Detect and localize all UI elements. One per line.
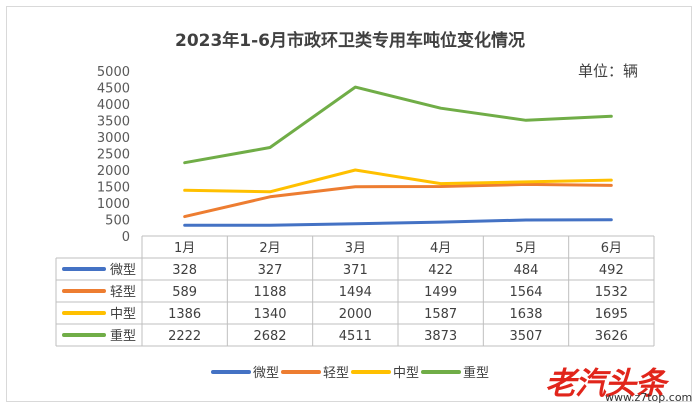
y-tick-label: 5000	[97, 65, 130, 80]
table-cell-value: 2000	[339, 307, 372, 322]
table-cell-value: 1695	[595, 307, 628, 322]
table-series-name: 重型	[110, 328, 136, 344]
table-cell-value: 1532	[595, 285, 628, 300]
table-cell-value: 1499	[424, 285, 457, 300]
y-tick-label: 1000	[97, 197, 130, 212]
x-tick-label: 2月	[259, 241, 280, 256]
chart-title: 2023年1-6月市政环卫类专用车吨位变化情况	[174, 31, 526, 51]
table-cell-value: 3507	[509, 329, 542, 344]
y-tick-label: 2500	[97, 148, 130, 163]
watermark-text: 老汽头条	[545, 366, 666, 402]
y-tick-label: 4000	[97, 98, 130, 113]
y-tick-label: 1500	[97, 181, 130, 196]
table-cell-value: 1564	[509, 285, 542, 300]
x-tick-label: 5月	[515, 241, 536, 256]
series-line	[183, 218, 613, 227]
legend-label: 轻型	[323, 366, 349, 381]
series-line	[183, 182, 613, 219]
table-cell-value: 484	[514, 263, 539, 278]
table-cell-value: 1587	[424, 307, 457, 322]
table-cell-value: 327	[258, 263, 283, 278]
table-cell-value: 2682	[253, 329, 286, 344]
watermark-url: www.z7top.com	[605, 391, 693, 404]
x-tick-label: 3月	[345, 241, 366, 256]
legend-label: 中型	[393, 366, 419, 381]
y-tick-label: 2000	[97, 164, 130, 179]
x-tick-label: 4月	[430, 241, 451, 256]
table-cell-value: 328	[172, 263, 197, 278]
table-cell-value: 1638	[509, 307, 542, 322]
legend-label: 重型	[463, 365, 489, 381]
y-tick-label: 3000	[97, 131, 130, 146]
table-cell-value: 492	[599, 263, 624, 278]
table-series-name: 轻型	[110, 285, 136, 300]
table-cell-value: 589	[172, 285, 197, 300]
table-cell-value: 1494	[339, 285, 372, 300]
y-tick-label: 4500	[97, 82, 130, 97]
table-series-name: 中型	[110, 307, 136, 322]
table-cell-value: 1340	[253, 307, 286, 322]
y-tick-label: 0	[122, 230, 130, 245]
legend-label: 微型	[253, 366, 279, 381]
table-series-name: 微型	[110, 263, 136, 278]
series-line	[183, 168, 613, 194]
x-tick-label: 1月	[174, 241, 195, 256]
table-cell-value: 2222	[168, 329, 201, 344]
table-cell-value: 3626	[595, 329, 628, 344]
table-cell-value: 4511	[339, 329, 372, 344]
table-cell-value: 3873	[424, 329, 457, 344]
y-tick-label: 500	[105, 214, 130, 229]
chart-frame	[6, 6, 692, 402]
y-tick-label: 3500	[97, 115, 130, 130]
x-tick-label: 6月	[601, 241, 622, 256]
table-cell-value: 1386	[168, 307, 201, 322]
table-cell-value: 371	[343, 263, 368, 278]
watermark-logo: 老汽头条 www.z7top.com	[545, 358, 695, 404]
table-cell-value: 422	[428, 263, 453, 278]
table-cell-value: 1188	[253, 285, 286, 300]
series-line	[183, 85, 613, 165]
unit-label: 单位：辆	[578, 62, 639, 80]
